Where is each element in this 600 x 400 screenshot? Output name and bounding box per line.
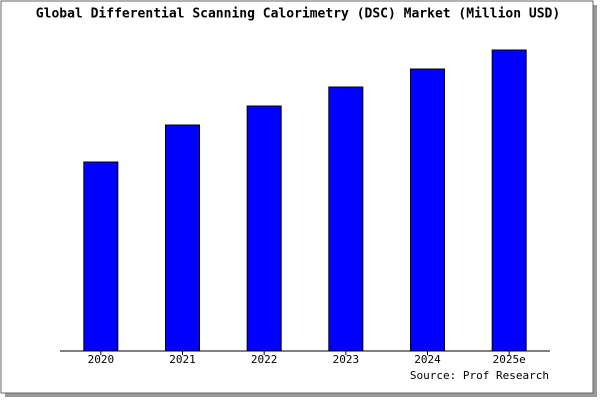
x-tick-label: 2023 [333,353,360,366]
chart-title: Global Differential Scanning Calorimetry… [36,7,560,22]
bar [410,68,445,352]
x-tick-label: 2020 [88,353,115,366]
bar [165,124,200,352]
bar [83,161,119,352]
bar [246,105,282,352]
source-note: Source: Prof Research [410,369,549,382]
bar [328,86,364,352]
bar [491,49,527,352]
x-tick-label: 2022 [251,353,278,366]
x-tick-label: 2025e [493,353,526,366]
x-tick-label: 2024 [414,353,441,366]
x-tick-label: 2021 [169,353,196,366]
